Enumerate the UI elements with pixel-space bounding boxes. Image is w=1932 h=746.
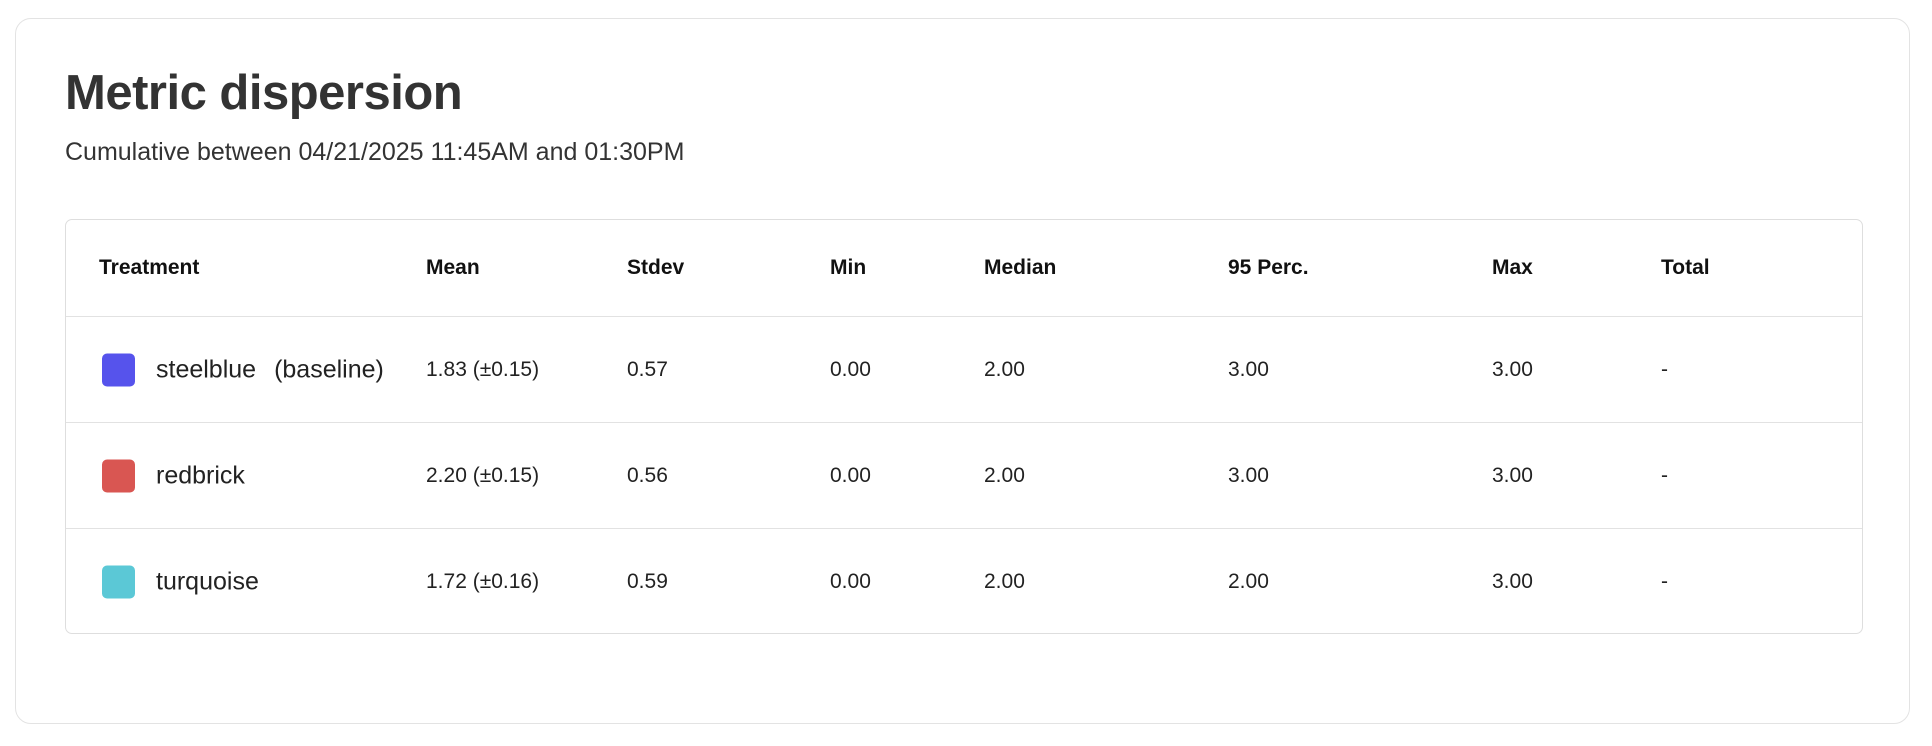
dispersion-table: Treatment Mean Stdev Min Median 95 Perc.… [65, 219, 1863, 634]
color-swatch [102, 459, 135, 493]
treatment-name: steelblue [156, 355, 257, 384]
header-treatment: Treatment [99, 256, 200, 279]
table-row: turquoise 1.72 (±0.16) 0.59 0.00 2.00 2.00 3.… [66, 528, 1862, 633]
p95-cell: 3.00 [1228, 464, 1269, 487]
header-median: Median [984, 256, 1057, 279]
min-cell: 0.00 [830, 358, 871, 381]
stdev-cell: 0.57 [627, 358, 668, 381]
header-max: Max [1492, 256, 1533, 279]
mean-cell: 1.72 (±0.16) [426, 570, 540, 593]
table-row: redbrick 2.20 (±0.15) 0.56 0.00 2.00 3.00 3.0… [66, 422, 1862, 529]
header-min: Min [830, 256, 867, 279]
treatment-cell: steelblue (baseline) [99, 353, 419, 387]
max-cell: 3.00 [1492, 358, 1533, 381]
median-cell: 2.00 [984, 464, 1025, 487]
metric-dispersion-card: Metric dispersion Cumulative between 04/… [15, 18, 1910, 724]
page-title: Metric dispersion [65, 66, 463, 120]
median-cell: 2.00 [984, 358, 1025, 381]
total-cell: - [1661, 570, 1668, 593]
table-header: Treatment Mean Stdev Min Median 95 Perc.… [66, 220, 1862, 316]
mean-cell: 2.20 (±0.15) [426, 464, 540, 487]
min-cell: 0.00 [830, 464, 871, 487]
header-p95: 95 Perc. [1228, 256, 1309, 279]
treatment-suffix: (baseline) [274, 355, 384, 384]
mean-cell: 1.83 (±0.15) [426, 358, 540, 381]
stdev-cell: 0.59 [627, 570, 668, 593]
total-cell: - [1661, 464, 1668, 487]
table-row: steelblue (baseline) 1.83 (±0.15) 0.57 0.00… [66, 316, 1862, 423]
median-cell: 2.00 [984, 570, 1025, 593]
header-total: Total [1661, 256, 1710, 279]
header-mean: Mean [426, 256, 480, 279]
stdev-cell: 0.56 [627, 464, 668, 487]
color-swatch [102, 353, 135, 387]
max-cell: 3.00 [1492, 570, 1533, 593]
treatment-name: turquoise [156, 567, 259, 596]
p95-cell: 2.00 [1228, 570, 1269, 593]
color-swatch [102, 565, 135, 599]
subtitle: Cumulative between 04/21/2025 11:45AM an… [65, 138, 685, 166]
treatment-name: redbrick [156, 461, 245, 490]
max-cell: 3.00 [1492, 464, 1533, 487]
treatment-cell: redbrick [99, 459, 419, 493]
total-cell: - [1661, 358, 1668, 381]
header-stdev: Stdev [627, 256, 685, 279]
treatment-cell: turquoise [99, 565, 419, 599]
p95-cell: 3.00 [1228, 358, 1269, 381]
min-cell: 0.00 [830, 570, 871, 593]
